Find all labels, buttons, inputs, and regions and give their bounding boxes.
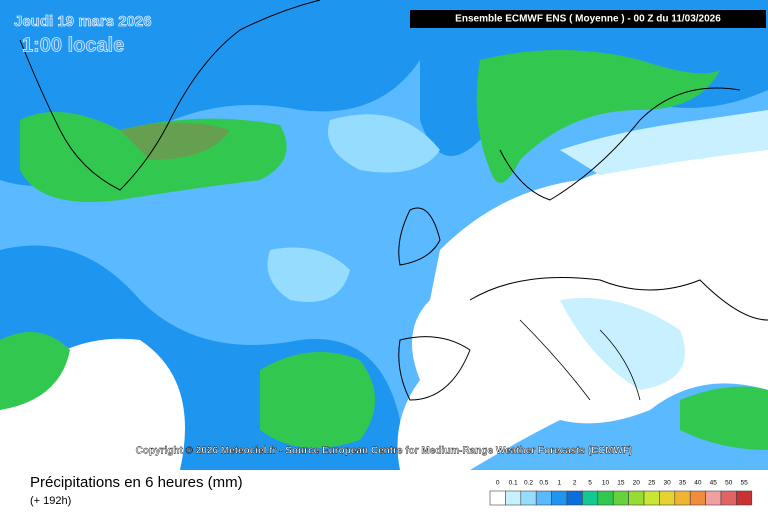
legend-label: 0.1: [509, 480, 518, 487]
legend-label: 55: [740, 480, 748, 487]
legend-swatch: [536, 491, 551, 505]
date: Jeudi 19 mars 2026: [14, 13, 152, 30]
legend-label: 15: [617, 480, 625, 487]
legend-label: 40: [694, 480, 702, 487]
legend-swatch: [721, 491, 736, 505]
legend-label: 25: [648, 480, 656, 487]
legend-label: 20: [633, 480, 641, 487]
legend-swatch: [736, 491, 751, 505]
heavy-precip: [260, 352, 375, 448]
legend-label: 30: [663, 480, 671, 487]
legend-swatch: [659, 491, 674, 505]
legend-label: 5: [588, 480, 592, 487]
title: Précipitations en 6 heures (mm): [30, 474, 243, 491]
legend-swatch: [505, 491, 520, 505]
legend-swatch: [613, 491, 628, 505]
legend-swatch: [629, 491, 644, 505]
header: Ensemble ECMWF ENS ( Moyenne ) - 00 Z du…: [455, 14, 721, 25]
legend-label: 0.5: [539, 480, 548, 487]
legend-swatch: [690, 491, 705, 505]
legend-swatch: [521, 491, 536, 505]
time: 1:00 locale: [22, 34, 124, 56]
legend-swatch: [552, 491, 567, 505]
legend-label: 35: [679, 480, 687, 487]
legend-label: 10: [602, 480, 610, 487]
legend-swatch: [675, 491, 690, 505]
legend-swatch: [598, 491, 613, 505]
legend-label: 2: [573, 480, 577, 487]
legend-label: 0: [496, 480, 500, 487]
legend-swatch: [582, 491, 597, 505]
legend-swatch: [706, 491, 721, 505]
legend-label: 1: [557, 480, 561, 487]
legend-label: 45: [710, 480, 718, 487]
legend-swatch: [567, 491, 582, 505]
subtitle: (+ 192h): [30, 495, 71, 507]
legend-swatch: [644, 491, 659, 505]
legend-swatch: [490, 491, 505, 505]
legend-label: 50: [725, 480, 733, 487]
copyright: Copyright © 2026 Meteociel.fr - Source E…: [136, 446, 633, 457]
legend-label: 0.2: [524, 480, 533, 487]
